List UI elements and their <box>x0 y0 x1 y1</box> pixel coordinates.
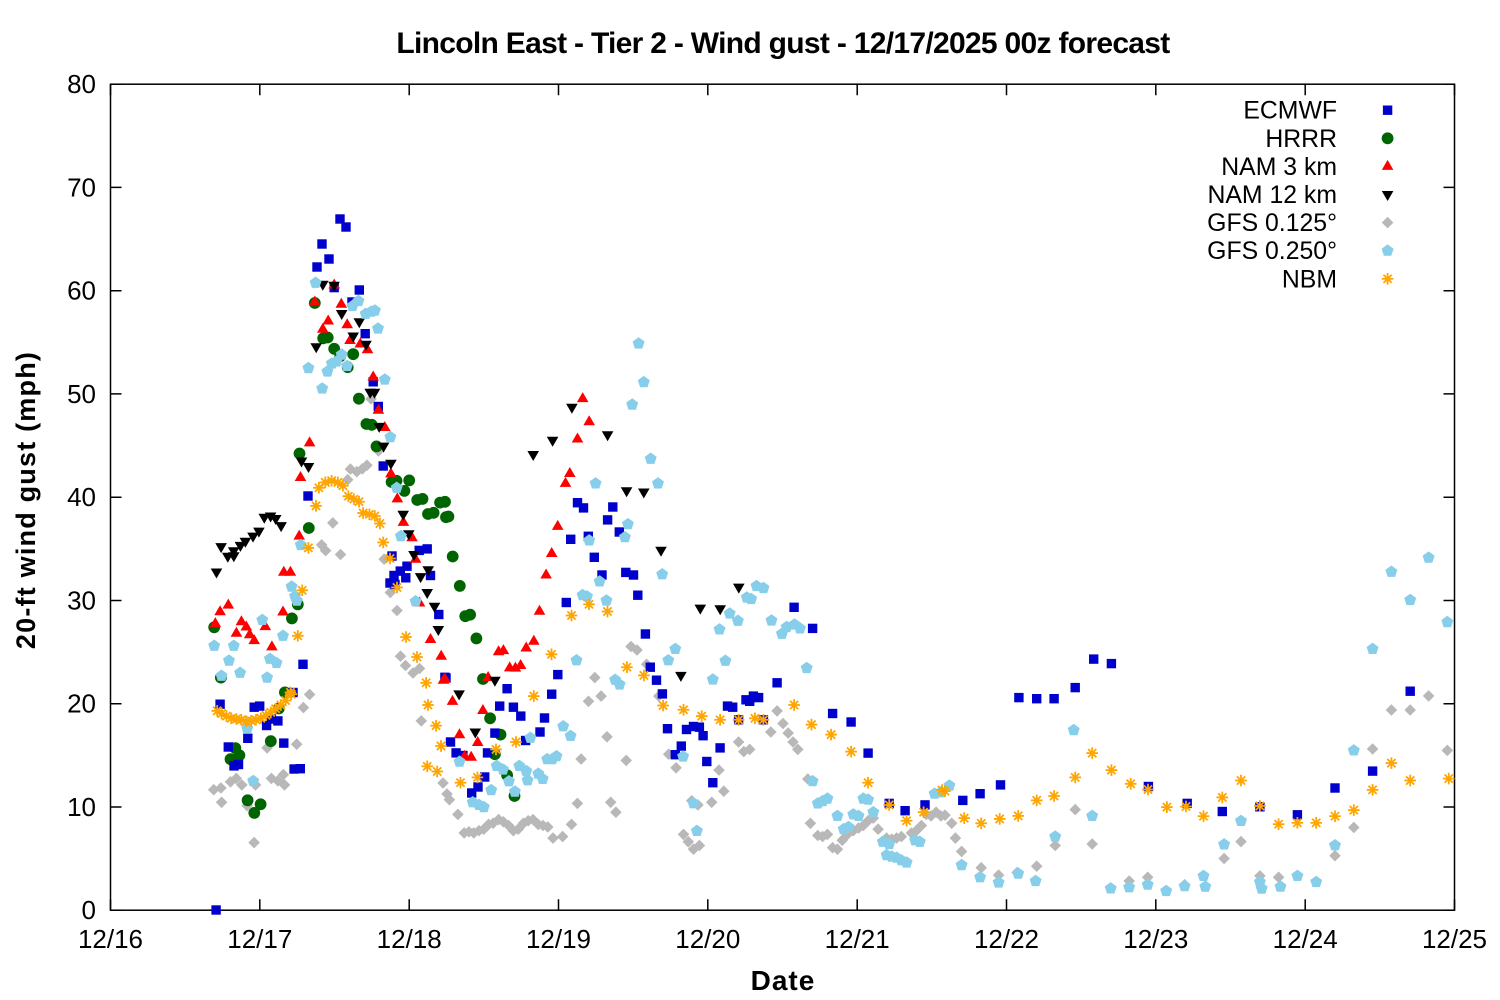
svg-text:10: 10 <box>67 792 96 822</box>
svg-text:12/18: 12/18 <box>377 924 442 954</box>
svg-text:12/25: 12/25 <box>1422 924 1487 954</box>
svg-text:20: 20 <box>67 689 96 719</box>
svg-text:70: 70 <box>67 172 96 202</box>
svg-text:30: 30 <box>67 586 96 616</box>
svg-text:12/22: 12/22 <box>974 924 1039 954</box>
svg-text:ECMWF: ECMWF <box>1243 98 1337 125</box>
svg-text:NBM: NBM <box>1282 266 1337 293</box>
svg-text:80: 80 <box>67 69 96 99</box>
svg-text:12/21: 12/21 <box>825 924 890 954</box>
svg-text:GFS 0.125°: GFS 0.125° <box>1207 210 1337 237</box>
svg-text:60: 60 <box>67 276 96 306</box>
svg-text:12/23: 12/23 <box>1123 924 1188 954</box>
svg-text:GFS 0.250°: GFS 0.250° <box>1207 238 1337 265</box>
svg-text:12/16: 12/16 <box>78 924 143 954</box>
svg-text:12/19: 12/19 <box>526 924 591 954</box>
svg-text:12/17: 12/17 <box>227 924 292 954</box>
svg-text:Lincoln East - Tier 2 - Wind g: Lincoln East - Tier 2 - Wind gust - 12/1… <box>396 27 1170 60</box>
svg-text:12/24: 12/24 <box>1273 924 1338 954</box>
svg-text:40: 40 <box>67 482 96 512</box>
svg-text:12/20: 12/20 <box>675 924 740 954</box>
svg-text:NAM 3 km: NAM 3 km <box>1221 154 1337 181</box>
svg-text:20-ft wind gust (mph): 20-ft wind gust (mph) <box>11 351 41 649</box>
svg-text:HRRR: HRRR <box>1265 126 1337 153</box>
svg-text:Date: Date <box>751 965 816 996</box>
svg-text:50: 50 <box>67 379 96 409</box>
svg-text:0: 0 <box>82 895 96 925</box>
svg-text:NAM 12 km: NAM 12 km <box>1207 182 1337 209</box>
